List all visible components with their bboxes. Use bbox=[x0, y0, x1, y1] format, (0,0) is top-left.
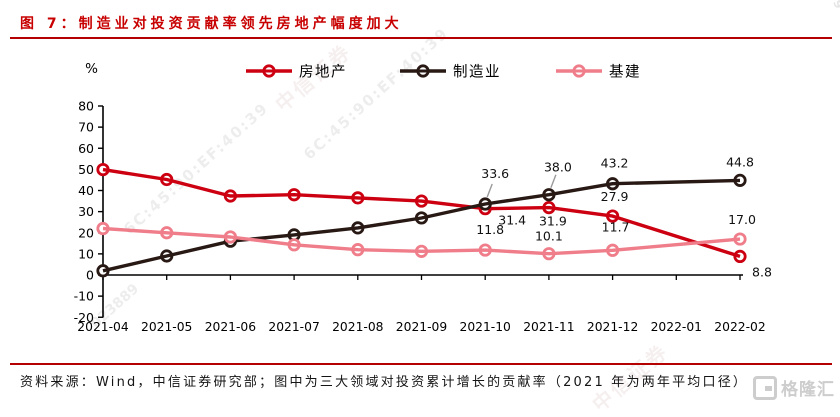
y-tick-label: 60 bbox=[78, 141, 94, 156]
legend-label: 房地产 bbox=[299, 64, 347, 81]
legend-label: 基建 bbox=[609, 64, 641, 81]
x-category-label: 2021-09 bbox=[396, 320, 447, 334]
series-line bbox=[102, 178, 741, 273]
x-category-label: 2021-05 bbox=[141, 320, 192, 334]
figure-title: 图 7：制造业对投资贡献率领先房地产幅度加大 bbox=[20, 16, 403, 32]
series-infrastructure bbox=[96, 221, 747, 261]
x-category-label: 2021-06 bbox=[205, 320, 257, 334]
data-label: 44.8 bbox=[726, 154, 754, 169]
x-category-label: 2021-08 bbox=[332, 320, 383, 334]
label-leader-line bbox=[550, 174, 557, 188]
y-tick-label: 10 bbox=[78, 246, 94, 261]
data-label: 17.0 bbox=[728, 212, 756, 227]
y-tick-label: 70 bbox=[78, 120, 94, 135]
legend-label: 制造业 bbox=[453, 64, 501, 81]
y-tick-label: 80 bbox=[78, 99, 94, 114]
y-tick-label: 20 bbox=[78, 225, 94, 240]
x-category-label: 2021-11 bbox=[523, 320, 574, 334]
data-label: 38.0 bbox=[544, 160, 572, 175]
source-note: 资料来源：Wind，中信证券研究部；图中为三大领域对投资累计增长的贡献率（202… bbox=[20, 375, 749, 390]
data-label: 10.1 bbox=[535, 229, 563, 244]
data-label: 8.8 bbox=[752, 264, 772, 279]
gelonghui-logo-icon bbox=[753, 375, 777, 400]
legend-item-manufacturing: 制造业 bbox=[400, 64, 501, 81]
y-tick-label: -20 bbox=[74, 310, 94, 325]
data-label: 11.8 bbox=[476, 222, 504, 237]
x-category-label: 2022-01 bbox=[651, 320, 702, 334]
data-label: 43.2 bbox=[601, 156, 629, 171]
data-label: 31.4 bbox=[498, 213, 526, 228]
legend-item-infrastructure: 基建 bbox=[556, 64, 641, 81]
contribution-line-chart: 80 70 60 50 40 30 20 10 0 -10 -20% 2021-04 2021-05 20… bbox=[74, 61, 772, 334]
data-label: 27.9 bbox=[601, 189, 629, 204]
x-category-label: 2021-12 bbox=[587, 320, 638, 334]
data-label: 11.7 bbox=[602, 219, 630, 234]
series-line bbox=[102, 226, 741, 256]
y-tick-label: 30 bbox=[78, 204, 94, 219]
title-underline-rule bbox=[10, 37, 832, 39]
x-category-label: 2021-04 bbox=[77, 320, 129, 334]
legend-item-real-estate: 房地产 bbox=[246, 64, 347, 81]
gelonghui-logo-text: 格隆汇 bbox=[781, 380, 835, 400]
y-tick-label: -10 bbox=[74, 289, 94, 304]
x-category-label: 2021-07 bbox=[268, 320, 319, 334]
x-category-label: 2021-10 bbox=[460, 320, 511, 334]
data-label: 33.6 bbox=[481, 166, 509, 181]
data-label: 31.9 bbox=[539, 214, 567, 229]
y-tick-label: 0 bbox=[86, 268, 94, 283]
label-leader-line bbox=[486, 183, 493, 198]
gelonghui-logo: 格隆汇 bbox=[753, 375, 835, 400]
x-category-label: 2022-02 bbox=[714, 320, 765, 334]
series-line bbox=[102, 167, 741, 259]
y-tick-label: 50 bbox=[78, 162, 94, 177]
footer-top-rule bbox=[10, 363, 832, 365]
series-real-estate bbox=[96, 162, 747, 264]
y-tick-label: 40 bbox=[78, 183, 94, 198]
y-axis-unit-label: % bbox=[85, 61, 98, 77]
